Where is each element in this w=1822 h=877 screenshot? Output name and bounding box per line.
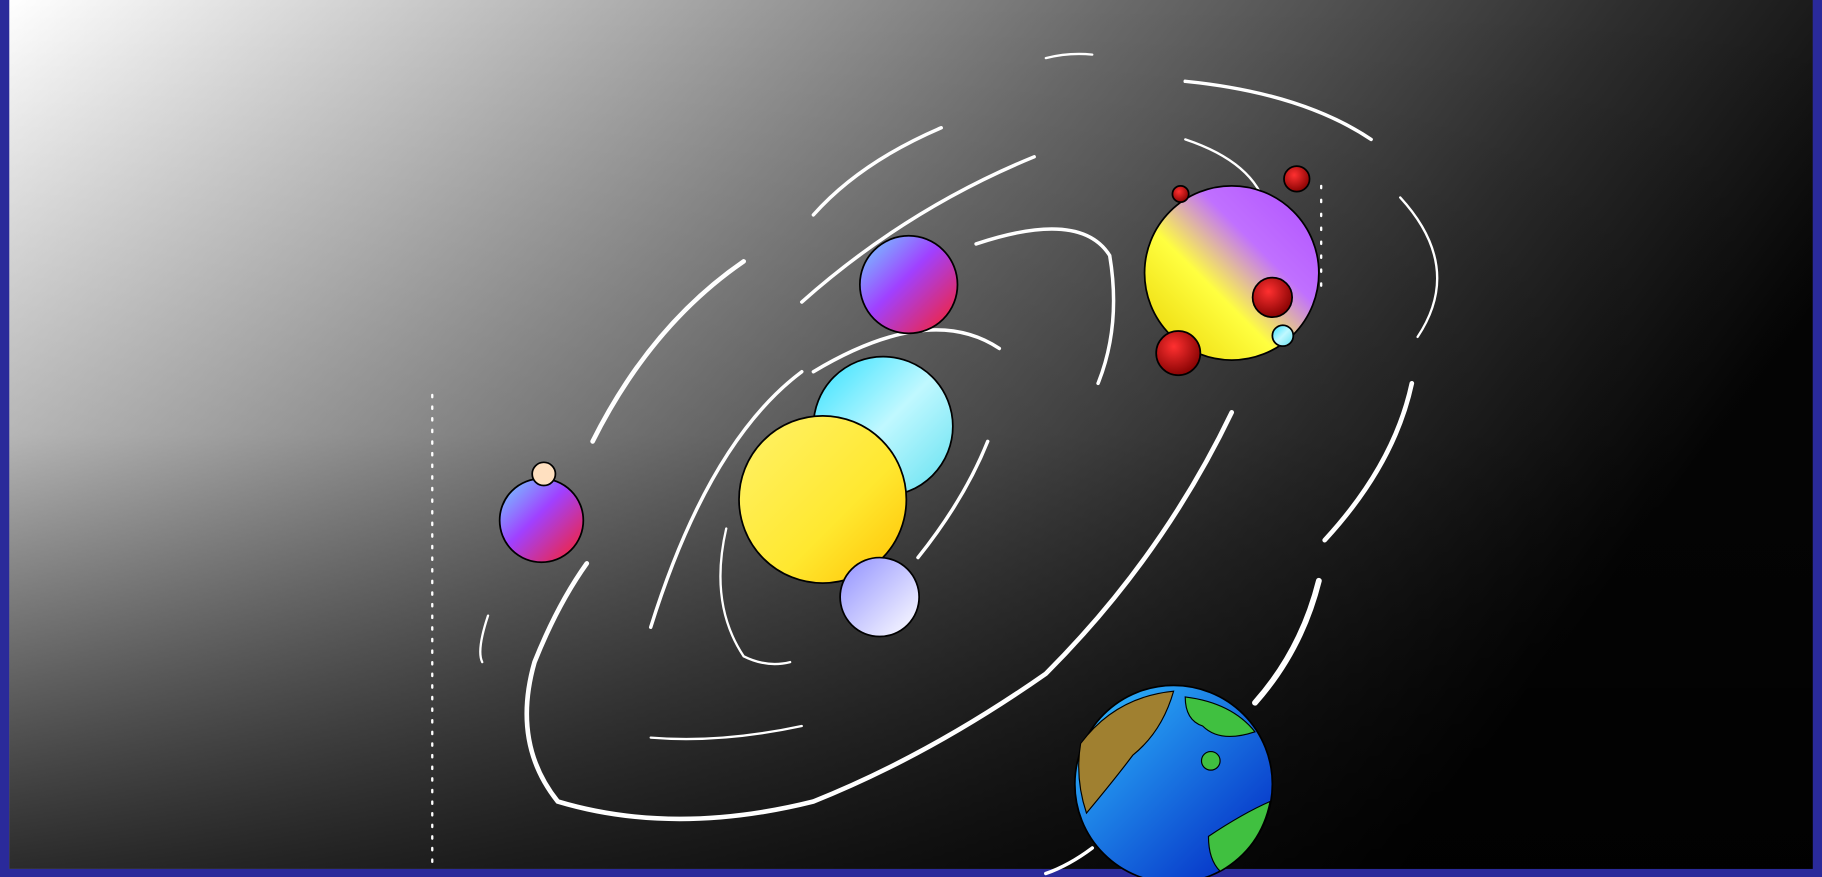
arm <box>1399 196 1439 339</box>
arm <box>648 369 804 630</box>
arm <box>524 410 1235 822</box>
moon-red <box>1251 276 1294 318</box>
arm <box>649 724 803 741</box>
earth <box>1073 684 1274 877</box>
arm <box>1322 381 1415 543</box>
arm <box>974 227 1116 386</box>
planet-lavender <box>839 556 921 638</box>
arm <box>800 155 1036 304</box>
earth-land <box>1078 690 1175 815</box>
arm <box>1183 79 1373 142</box>
earth-island <box>1200 750 1221 771</box>
arm <box>590 259 746 444</box>
arm <box>1044 52 1094 60</box>
planet-violet-red <box>859 234 959 335</box>
earth-land <box>1184 696 1256 738</box>
arm <box>719 527 792 666</box>
arm <box>916 439 990 560</box>
moon-small <box>531 461 557 487</box>
moon-red <box>1155 330 1202 377</box>
arm <box>1252 577 1322 706</box>
moon-small <box>1271 324 1295 348</box>
arm <box>811 126 943 217</box>
sun <box>738 414 908 584</box>
moon-red <box>1171 184 1190 203</box>
planet-small-violet <box>498 477 585 564</box>
arm <box>1044 846 1095 876</box>
moon-red <box>1283 165 1311 193</box>
earth-land <box>1207 800 1271 872</box>
spiral-arms <box>431 52 1439 876</box>
arm <box>479 614 490 664</box>
planets <box>498 165 1320 877</box>
